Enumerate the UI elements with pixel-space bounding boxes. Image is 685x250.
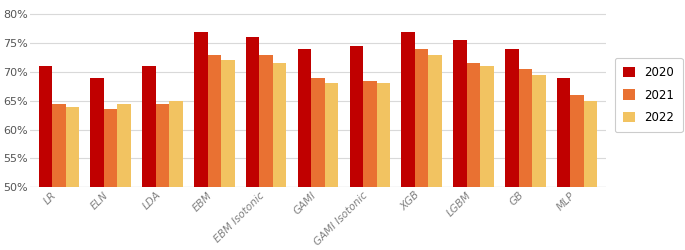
Legend: 2020, 2021, 2022: 2020, 2021, 2022	[615, 58, 683, 132]
Bar	[363, 80, 377, 187]
Bar	[519, 69, 532, 187]
Bar	[480, 66, 494, 187]
Bar	[66, 106, 79, 187]
Bar	[104, 110, 117, 187]
Bar	[52, 104, 66, 187]
Bar	[169, 101, 183, 187]
Bar	[415, 49, 428, 187]
Bar	[401, 32, 415, 187]
Bar	[505, 49, 519, 187]
Bar	[221, 60, 234, 187]
Bar	[557, 78, 571, 187]
Bar	[584, 101, 597, 187]
Bar	[428, 55, 442, 187]
Bar	[194, 32, 208, 187]
Bar	[349, 46, 363, 187]
Bar	[273, 63, 286, 187]
Bar	[90, 78, 104, 187]
Bar	[142, 66, 155, 187]
Bar	[260, 55, 273, 187]
Bar	[571, 95, 584, 187]
Bar	[532, 75, 545, 187]
Bar	[246, 37, 260, 187]
Bar	[155, 104, 169, 187]
Bar	[453, 40, 466, 187]
Bar	[208, 55, 221, 187]
Bar	[377, 84, 390, 187]
Bar	[311, 78, 325, 187]
Bar	[325, 84, 338, 187]
Bar	[117, 104, 131, 187]
Bar	[38, 66, 52, 187]
Bar	[298, 49, 311, 187]
Bar	[466, 63, 480, 187]
